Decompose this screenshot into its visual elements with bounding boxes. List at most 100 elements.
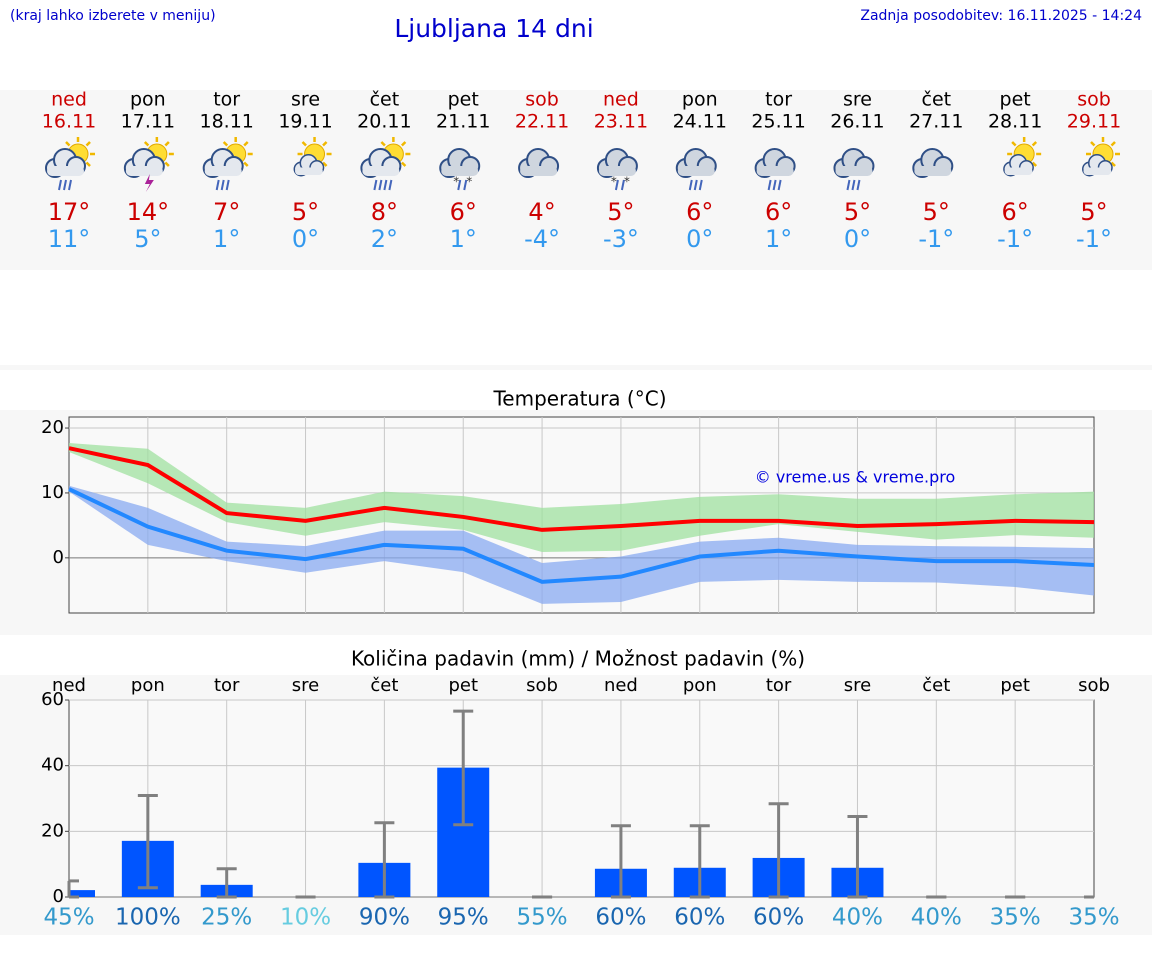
- min-temp: 0°: [686, 225, 713, 253]
- sun-ray: [1090, 141, 1096, 147]
- min-temp: 1°: [213, 225, 240, 253]
- sun-ray: [301, 141, 307, 147]
- temp-line: [68, 446, 1095, 532]
- rain: [220, 179, 225, 191]
- sun-ray: [322, 141, 328, 147]
- error-bar: [689, 824, 710, 899]
- weather-icon: [293, 137, 332, 177]
- min-temp: 5°: [134, 225, 161, 253]
- chart-title: Temperatura (°C): [492, 387, 666, 411]
- rain: [777, 179, 782, 191]
- rain: [856, 179, 861, 191]
- day-name: pet: [448, 89, 479, 111]
- chart-title: Količina padavin (mm) / Možnost padavin …: [351, 647, 805, 671]
- rain: [698, 179, 703, 191]
- precip-probability: 90%: [359, 905, 410, 931]
- cloud: [754, 148, 796, 178]
- x-tick-label: čet: [370, 675, 398, 696]
- sun-ray: [400, 141, 407, 147]
- rain: [767, 179, 772, 191]
- weather-icon: [360, 137, 411, 191]
- day-date: 19.11: [278, 111, 332, 133]
- lightning: [144, 174, 154, 192]
- range-band: [69, 485, 1094, 604]
- y-tick-label: 0: [53, 886, 64, 907]
- day-name: čet: [370, 89, 400, 111]
- max-temp: 5°: [844, 198, 871, 226]
- rain: [383, 179, 388, 191]
- day-name: sre: [291, 89, 320, 111]
- error-bar: [137, 794, 158, 890]
- sun-ray: [380, 141, 386, 147]
- min-temp: 1°: [765, 225, 792, 253]
- x-tick-label: sob: [1078, 675, 1110, 696]
- x-tick-label: ned: [604, 675, 638, 696]
- day-name: tor: [765, 89, 792, 111]
- precip-probability: 35%: [1068, 905, 1119, 931]
- cloud-base: [362, 166, 400, 176]
- cloud-base: [125, 166, 163, 176]
- sun-ray: [400, 161, 407, 167]
- sun-ray: [1031, 161, 1038, 167]
- sun-ray: [164, 141, 170, 147]
- day-name: tor: [213, 89, 240, 111]
- max-temp: 6°: [765, 198, 792, 226]
- sun-ray: [243, 161, 249, 167]
- rain: [693, 179, 698, 191]
- update-time: Zadnja posodobitev: 16.11.2025 - 14:24: [860, 8, 1142, 24]
- rain: [68, 179, 72, 191]
- cloud-base: [835, 166, 873, 176]
- precip-probability: 60%: [595, 905, 646, 931]
- min-temp: -1°: [918, 225, 954, 253]
- menu-note[interactable]: (kraj lahko izberete v meniju): [10, 8, 216, 24]
- y-tick-label: 20: [41, 820, 64, 841]
- precip-probability: 45%: [43, 905, 94, 931]
- day-date: 18.11: [199, 111, 253, 133]
- precip-probability: 100%: [115, 905, 181, 931]
- weather-icon: [45, 137, 95, 191]
- error-bar: [847, 815, 868, 899]
- weather-icon: [1003, 137, 1042, 177]
- rain: [378, 179, 383, 191]
- max-temp: 14°: [127, 198, 170, 226]
- day-date: 20.11: [357, 111, 411, 133]
- precip-probability: 55%: [517, 905, 568, 931]
- cloud: [202, 148, 244, 178]
- sun-ray: [1110, 141, 1116, 147]
- min-temp: -4°: [524, 225, 560, 253]
- snow: *: [466, 175, 472, 189]
- cloud: [123, 148, 165, 178]
- x-tick-label: tor: [766, 675, 792, 696]
- cloud: [439, 148, 481, 178]
- cloud: [675, 148, 717, 178]
- sun-ray: [85, 141, 91, 147]
- days-panel: [0, 90, 1152, 270]
- y-tick-label: 40: [41, 755, 64, 776]
- min-temp: 2°: [371, 225, 398, 253]
- precip-probability: 60%: [674, 905, 725, 931]
- min-temp: 0°: [844, 225, 871, 253]
- day-date: 23.11: [594, 111, 648, 133]
- rain: [215, 179, 220, 191]
- min-temp: -1°: [997, 225, 1033, 253]
- cloud-base: [441, 166, 479, 176]
- annotation: © vreme.us & vreme.pro: [755, 468, 956, 487]
- rain: [225, 179, 230, 191]
- max-temp: 17°: [48, 198, 91, 226]
- error-bar: [374, 821, 395, 899]
- cloud-base: [1083, 167, 1112, 175]
- precip-probability: 40%: [911, 905, 962, 931]
- cloud: [1082, 154, 1113, 177]
- plot-area: [68, 699, 1095, 898]
- precip-probability: 25%: [201, 905, 252, 931]
- min-temp: 1°: [450, 225, 477, 253]
- max-temp: 6°: [1002, 198, 1029, 226]
- precip-probability: 35%: [990, 905, 1041, 931]
- y-tick-label: 60: [41, 689, 64, 710]
- weather-icon: [833, 148, 875, 191]
- sun-ray: [164, 161, 170, 167]
- cloud: [1003, 154, 1034, 177]
- precip-probability: 40%: [832, 905, 883, 931]
- temp-line: [68, 487, 1095, 584]
